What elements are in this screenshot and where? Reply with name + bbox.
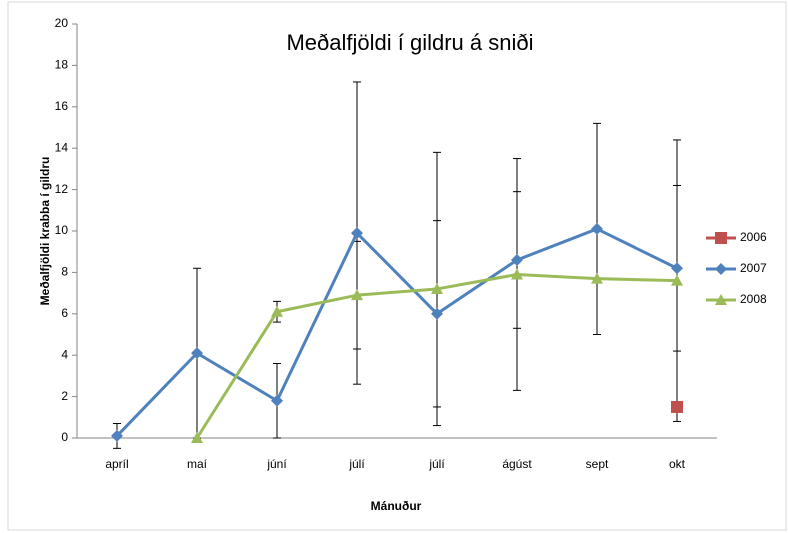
y-tick-label: 18	[55, 58, 69, 72]
y-tick-label: 2	[61, 389, 68, 403]
x-tick-label: ágúst	[502, 457, 532, 471]
point	[671, 262, 683, 275]
point	[591, 272, 603, 284]
x-tick-label: okt	[669, 457, 686, 471]
y-tick-label: 0	[61, 430, 68, 444]
legend-label: 2007	[740, 261, 767, 275]
y-tick-label: 16	[55, 99, 69, 113]
point	[111, 429, 123, 442]
legend-marker	[715, 263, 727, 275]
chart-title: Meðalfjöldi í gildru á sniði	[286, 30, 533, 55]
y-tick-label: 20	[55, 16, 69, 30]
point	[431, 282, 443, 294]
y-tick-label: 14	[55, 140, 69, 154]
x-tick-label: apríl	[105, 457, 128, 471]
y-tick-label: 10	[55, 223, 69, 237]
point	[351, 227, 363, 240]
point	[271, 305, 283, 317]
point	[351, 289, 363, 301]
series-line	[115, 227, 678, 437]
legend-marker	[715, 232, 727, 244]
x-tick-label: maí	[187, 457, 208, 471]
point	[271, 394, 283, 407]
x-tick-label: júlí	[428, 457, 445, 471]
x-tick-label: júlí	[348, 457, 365, 471]
legend-marker	[715, 294, 727, 305]
chart-frame	[7, 1, 787, 531]
y-tick-label: 12	[55, 182, 69, 196]
legend-label: 2008	[740, 292, 767, 306]
legend-label: 2006	[740, 230, 767, 244]
point	[191, 347, 203, 360]
point	[431, 307, 443, 320]
point	[511, 268, 523, 280]
point	[511, 253, 523, 266]
x-tick-label: sept	[586, 457, 609, 471]
point	[591, 222, 603, 235]
y-tick-label: 6	[61, 306, 68, 320]
y-axis-title: Meðalfjöldi krabba í gildru	[38, 157, 52, 306]
x-tick-label: júní	[266, 457, 287, 471]
x-axis-title: Mánuður	[371, 499, 422, 513]
y-tick-label: 8	[61, 265, 68, 279]
y-tick-label: 4	[61, 347, 68, 361]
point	[671, 274, 683, 286]
point	[191, 432, 203, 443]
point	[671, 400, 683, 413]
